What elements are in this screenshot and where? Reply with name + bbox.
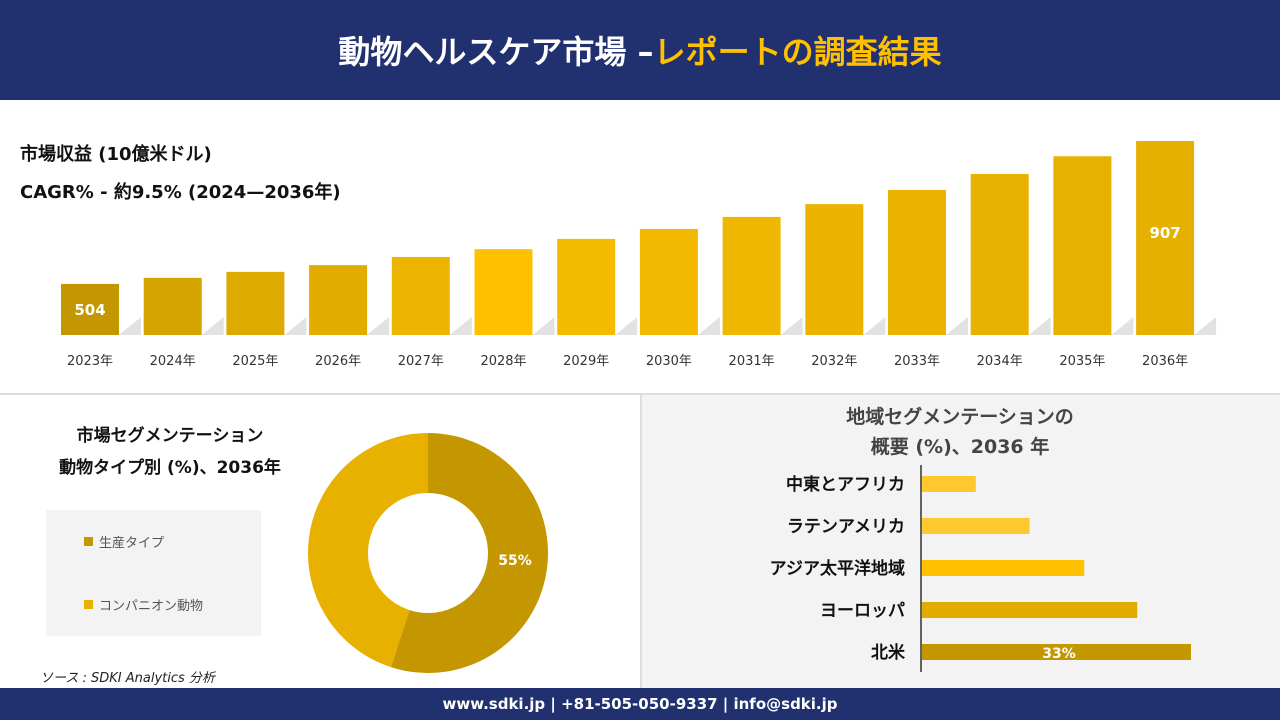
revenue-bar xyxy=(1053,156,1112,335)
title-main: 動物ヘルスケア市場 – xyxy=(338,33,654,71)
region-bar xyxy=(922,476,976,492)
bar-value-label: 907 xyxy=(1149,224,1180,242)
revenue-bar xyxy=(557,238,616,335)
segment-title-line2: 動物タイプ別 (%)、2036年 xyxy=(59,458,281,478)
region-bar xyxy=(922,518,1030,534)
revenue-bar xyxy=(226,271,285,335)
region-label: ラテンアメリカ xyxy=(787,517,905,537)
revenue-bar xyxy=(474,249,533,335)
revenue-bar xyxy=(888,189,946,335)
donut-slice xyxy=(308,433,428,668)
donut-slice xyxy=(390,433,548,673)
bar-shadow xyxy=(1028,317,1051,335)
segment-title-line1: 市場セグメンテーション xyxy=(76,426,264,446)
legend-swatch xyxy=(84,600,93,609)
revenue-bar xyxy=(309,265,368,335)
legend-item: コンパニオン動物 xyxy=(84,595,203,614)
revenue-bar xyxy=(1136,141,1195,335)
title-accent: レポートの調査結果 xyxy=(653,33,942,71)
revenue-bar xyxy=(970,173,1029,335)
revenue-bar-chart: 2023年 504 2024年 2025年 2026年 2027年 2028年 2029年 20… xyxy=(61,141,1217,369)
region-bar xyxy=(922,644,1191,660)
year-tick-label: 2034年 xyxy=(977,354,1023,369)
bar-shadow xyxy=(1111,317,1134,335)
segment-title: 市場セグメンテーション 動物タイプ別 (%)、2036年 xyxy=(20,420,320,484)
bar-shadow xyxy=(367,317,390,335)
year-tick-label: 2024年 xyxy=(150,354,196,369)
legend-label: コンパニオン動物 xyxy=(99,599,204,614)
divider xyxy=(0,393,1280,395)
region-value-label: 33% xyxy=(1042,646,1076,662)
region-label: 北米 xyxy=(871,642,906,663)
region-bar xyxy=(922,560,1085,576)
year-tick-label: 2026年 xyxy=(315,354,361,369)
bar-shadow xyxy=(697,317,720,335)
bar-shadow xyxy=(863,317,886,335)
year-tick-label: 2025年 xyxy=(232,354,278,369)
bar-value-label: 504 xyxy=(74,301,105,319)
source-note: ソース : SDKI Analytics 分析 xyxy=(40,671,215,686)
year-tick-label: 2036年 xyxy=(1142,354,1188,369)
bar-shadow xyxy=(780,317,803,335)
legend-label: 生産タイプ xyxy=(99,536,165,551)
pie-legend: 生産タイプ コンパニオン動物 xyxy=(46,510,261,636)
year-tick-label: 2032年 xyxy=(811,354,857,369)
bar-shadow xyxy=(946,317,968,335)
revenue-bar xyxy=(391,256,450,335)
revenue-bar xyxy=(61,283,119,335)
region-label: アジア太平洋地域 xyxy=(770,558,905,579)
year-tick-label: 2035年 xyxy=(1059,354,1105,369)
animal-type-donut-chart: 55% xyxy=(308,433,548,673)
legend-item: 生産タイプ xyxy=(84,532,164,551)
region-bar xyxy=(922,602,1138,618)
year-tick-label: 2030年 xyxy=(646,354,692,369)
bar-shadow xyxy=(119,317,141,335)
year-tick-label: 2027年 xyxy=(398,354,444,369)
year-tick-label: 2029年 xyxy=(563,354,609,369)
cagr-text: CAGR% - 約9.5% (2024—2036年) xyxy=(20,182,341,203)
region-title: 地域セグメンテーションの 概要 (%)、2036 年 xyxy=(640,402,1280,462)
footer-contact: www.sdki.jp | +81-505-050-9337 | info@sd… xyxy=(0,688,1280,720)
header-banner: 動物ヘルスケア市場 – レポートの調査結果 xyxy=(0,0,1280,100)
revenue-bar xyxy=(143,277,202,335)
bar-shadow xyxy=(532,317,555,335)
revenue-bar xyxy=(722,216,781,335)
year-tick-label: 2028年 xyxy=(480,354,526,369)
revenue-title: 市場収益 (10億米ドル) xyxy=(20,144,212,165)
slice-label: 55% xyxy=(498,553,532,569)
region-panel xyxy=(640,395,1280,688)
bar-shadow xyxy=(615,317,638,335)
year-tick-label: 2031年 xyxy=(729,354,775,369)
region-title-line2: 概要 (%)、2036 年 xyxy=(870,436,1050,458)
bar-shadow xyxy=(449,317,472,335)
year-tick-label: 2023年 xyxy=(67,354,113,369)
bar-shadow xyxy=(201,317,224,335)
revenue-bar xyxy=(639,228,698,335)
region-title-line1: 地域セグメンテーションの xyxy=(846,406,1074,428)
year-tick-label: 2033年 xyxy=(894,354,940,369)
revenue-bar xyxy=(805,204,864,335)
bar-shadow xyxy=(1194,317,1217,335)
region-label: 中東とアフリカ xyxy=(786,474,905,495)
region-label: ヨーロッパ xyxy=(820,601,905,621)
bar-shadow xyxy=(284,317,307,335)
legend-swatch xyxy=(84,537,93,546)
